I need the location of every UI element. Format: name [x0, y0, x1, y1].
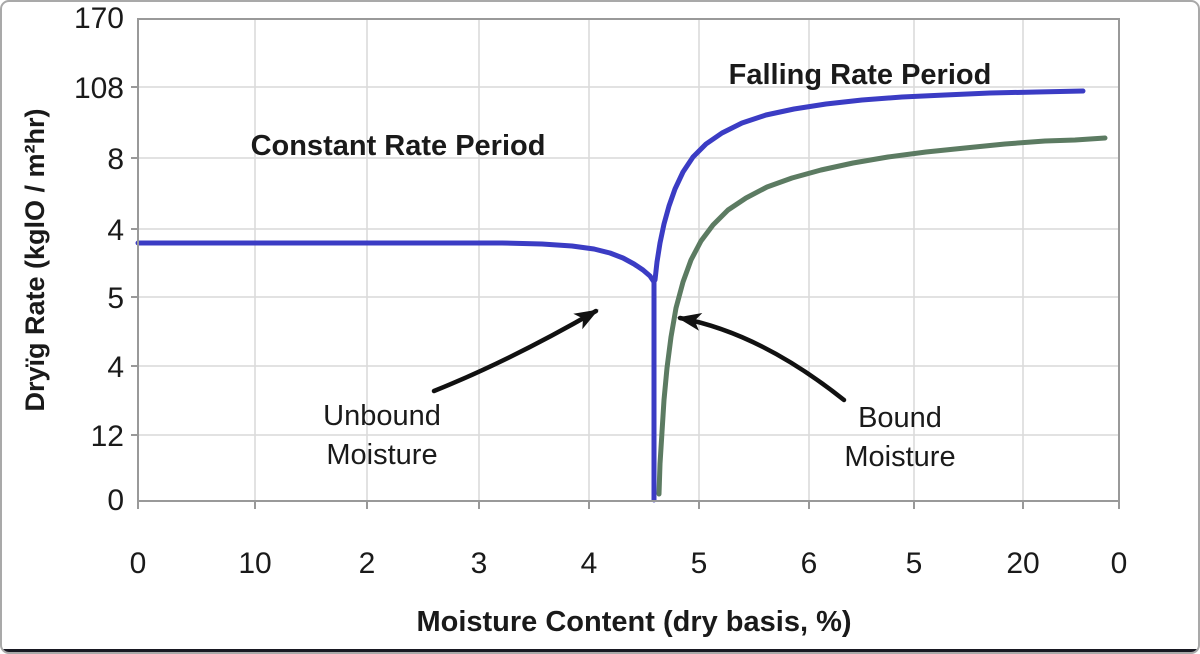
x-tick-label: 0	[1111, 547, 1128, 580]
unbound-moisture-arrow	[431, 308, 599, 394]
y-tick-label: 5	[107, 282, 124, 315]
y-tick-label: 8	[107, 143, 124, 176]
x-tick-label: 20	[1006, 547, 1039, 580]
x-tick-label: 10	[238, 547, 271, 580]
unbound-moisture-curve-plateau	[135, 240, 657, 503]
bound-moisture-label-line2: Moisture	[844, 441, 955, 473]
y-tick-label: 0	[107, 484, 124, 517]
bound-moisture-label-line1: Bound	[858, 402, 942, 434]
y-axis-title: Dryïg Rate (kglO / m²hr)	[20, 108, 50, 411]
unbound-moisture-curve-rise	[652, 88, 1086, 283]
y-tick-label: 108	[74, 72, 124, 105]
y-tick-label: 4	[107, 351, 124, 384]
bound-moisture-arrow	[677, 313, 847, 403]
x-tick-label: 5	[691, 547, 708, 580]
falling-rate-period-label: Falling Rate Period	[729, 59, 992, 91]
bottom-edge-bar	[2, 649, 1198, 652]
unbound-moisture-label-line1: Unbound	[323, 400, 441, 432]
axes	[131, 18, 1120, 509]
x-tick-label: 4	[581, 547, 598, 580]
x-tick-label: 2	[359, 547, 376, 580]
bound-moisture-curve	[656, 135, 1108, 497]
x-tick-label: 6	[801, 547, 818, 580]
y-tick-label: 170	[74, 2, 124, 35]
y-tick-label: 4	[107, 214, 124, 247]
x-tick-label: 3	[471, 547, 488, 580]
x-tick-label: 5	[906, 547, 923, 580]
gridlines	[138, 19, 1119, 501]
constant-rate-period-label: Constant Rate Period	[251, 130, 546, 162]
unbound-moisture-label-line2: Moisture	[326, 439, 437, 471]
x-tick-label: 0	[130, 547, 147, 580]
y-tick-label: 12	[91, 420, 124, 453]
x-axis-title: Moisture Content (dry basis, %)	[416, 606, 851, 638]
